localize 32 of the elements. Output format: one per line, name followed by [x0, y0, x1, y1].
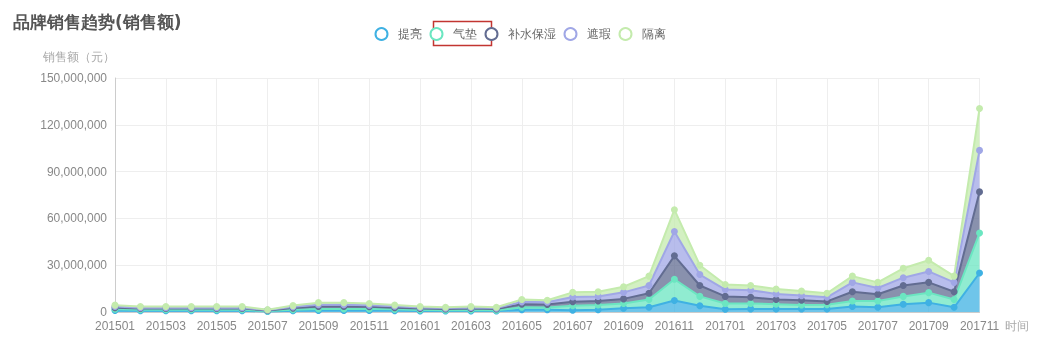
- legend-label: 气垫: [452, 27, 477, 41]
- x-tick-label: 201605: [501, 319, 543, 333]
- y-tick-label: 60,000,000: [46, 211, 108, 226]
- x-tick-label: 201705: [806, 319, 848, 333]
- x-tick-label: 201505: [196, 319, 238, 333]
- x-tick-label: 201509: [298, 319, 339, 333]
- legend-label: 隔离: [641, 27, 666, 41]
- legend-label: 遮瑕: [586, 27, 611, 41]
- x-tick-label: 201709: [908, 319, 950, 333]
- x-tick-label: 201601: [400, 319, 441, 333]
- x-tick-label: 201703: [756, 319, 797, 333]
- x-tick-label: 201603: [450, 319, 492, 333]
- legend-label: 提亮: [397, 27, 422, 41]
- x-tick-label: 201507: [247, 319, 288, 333]
- y-tick-label: 120,000,000: [40, 117, 108, 132]
- x-tick-label: 201611: [654, 319, 695, 333]
- x-tick-label: 201701: [705, 319, 746, 333]
- x-tick-label: 201501: [94, 319, 136, 333]
- y-tick-label: 30,000,000: [46, 258, 108, 273]
- x-tick-label: 201607: [552, 319, 594, 333]
- x-tick-label: 201711: [959, 319, 1000, 333]
- x-tick-label: 201707: [857, 319, 899, 333]
- y-tick-label: 0: [100, 305, 108, 319]
- legend-label: 补水保湿: [507, 27, 556, 41]
- x-axis-title: 时间: [1005, 319, 1029, 333]
- x-tick-label: 201503: [145, 319, 187, 333]
- x-tick-label: 201511: [349, 319, 390, 333]
- x-tick-label: 201609: [603, 319, 644, 333]
- chart-title: 品牌销售趋势(销售额): [13, 11, 182, 32]
- y-axis-title: 销售额（元）: [42, 50, 115, 64]
- y-tick-label: 150,000,000: [40, 71, 108, 85]
- y-tick-label: 90,000,000: [46, 164, 108, 179]
